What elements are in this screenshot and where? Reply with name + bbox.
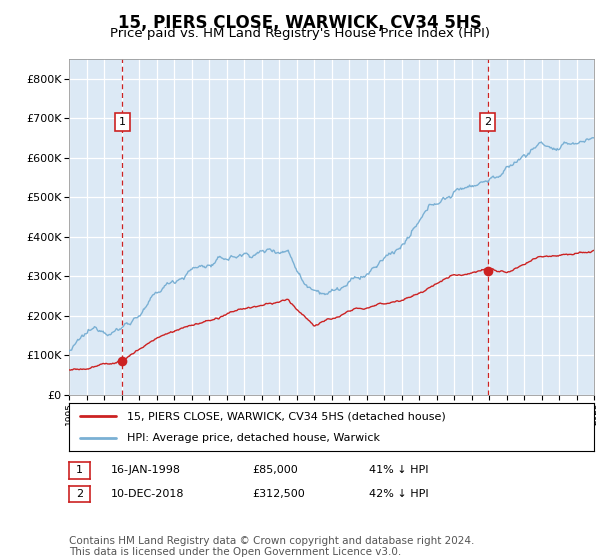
Text: 2: 2	[76, 489, 83, 499]
Text: £85,000: £85,000	[252, 465, 298, 475]
Text: 15, PIERS CLOSE, WARWICK, CV34 5HS (detached house): 15, PIERS CLOSE, WARWICK, CV34 5HS (deta…	[127, 411, 445, 421]
Text: 2: 2	[484, 117, 491, 127]
Text: 1: 1	[76, 465, 83, 475]
Text: HPI: Average price, detached house, Warwick: HPI: Average price, detached house, Warw…	[127, 433, 380, 443]
Text: Price paid vs. HM Land Registry's House Price Index (HPI): Price paid vs. HM Land Registry's House …	[110, 27, 490, 40]
Text: Contains HM Land Registry data © Crown copyright and database right 2024.
This d: Contains HM Land Registry data © Crown c…	[69, 535, 475, 557]
Text: 1: 1	[119, 117, 126, 127]
Text: 16-JAN-1998: 16-JAN-1998	[111, 465, 181, 475]
Text: 41% ↓ HPI: 41% ↓ HPI	[369, 465, 428, 475]
Text: 15, PIERS CLOSE, WARWICK, CV34 5HS: 15, PIERS CLOSE, WARWICK, CV34 5HS	[118, 14, 482, 32]
Text: 42% ↓ HPI: 42% ↓ HPI	[369, 489, 428, 499]
Text: £312,500: £312,500	[252, 489, 305, 499]
Text: 10-DEC-2018: 10-DEC-2018	[111, 489, 185, 499]
